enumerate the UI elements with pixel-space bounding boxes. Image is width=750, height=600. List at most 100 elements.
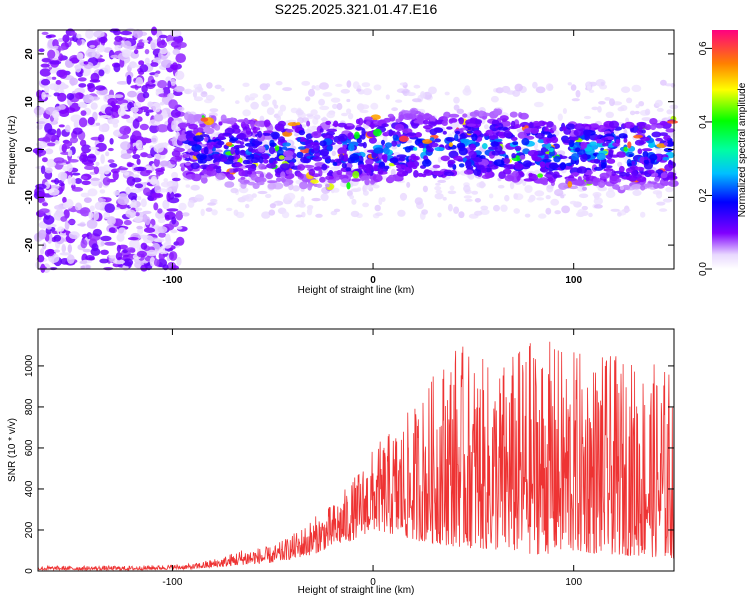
heatmap-cell — [126, 247, 136, 252]
heatmap-cell — [422, 185, 428, 193]
heatmap-cell — [171, 62, 178, 71]
heatmap-cell — [519, 112, 529, 120]
heatmap-cell — [68, 159, 79, 163]
heatmap-cell — [33, 106, 45, 116]
heatmap-cell — [153, 144, 164, 153]
heatmap-cell — [157, 208, 163, 214]
heatmap-cell — [283, 181, 290, 187]
heatmap-cell — [175, 156, 182, 161]
heatmap-cell — [406, 132, 417, 137]
heatmap-cell — [159, 246, 166, 255]
heatmap-cell — [95, 142, 107, 152]
heatmap-cell — [610, 208, 620, 212]
heatmap-cell — [79, 260, 88, 265]
heatmap-cell — [42, 202, 49, 207]
heatmap-cell — [37, 254, 45, 263]
heatmap-cell — [140, 198, 147, 208]
heatmap-cell — [157, 226, 168, 234]
heatmap-cell — [276, 177, 282, 183]
heatmap-cell — [194, 194, 205, 202]
heatmap-cell — [172, 136, 177, 147]
heatmap-cell — [463, 184, 471, 193]
heatmap-cell — [210, 198, 218, 203]
heatmap-cell — [174, 193, 182, 198]
heatmap-cell — [195, 145, 202, 150]
heatmap-cell — [82, 248, 92, 253]
heatmap-cell — [235, 100, 240, 104]
heatmap-cell — [614, 185, 619, 191]
heatmap-cell — [36, 124, 43, 130]
heatmap-cell — [533, 169, 541, 175]
heatmap-cell — [69, 77, 78, 86]
heatmap-cell — [434, 193, 444, 200]
heatmap-cell — [346, 161, 353, 169]
heatmap-cell — [296, 151, 304, 159]
heatmap-cell — [560, 194, 565, 199]
heatmap-cell — [64, 107, 76, 113]
heatmap-cell — [81, 144, 92, 154]
heatmap-cell — [443, 171, 455, 176]
heatmap-cell — [597, 180, 606, 188]
heatmap-cell — [530, 127, 539, 134]
heatmap-cell — [411, 123, 420, 127]
heatmap-cell — [67, 175, 72, 185]
heatmap-cell — [537, 173, 543, 178]
heatmap-cell — [62, 34, 70, 43]
heatmap-cell — [58, 104, 66, 110]
heatmap-cell — [266, 107, 275, 115]
heatmap-cell — [114, 35, 123, 42]
heatmap-cell — [465, 159, 472, 168]
heatmap-cell — [174, 38, 183, 43]
heatmap-cell — [166, 191, 171, 202]
heatmap-cell — [664, 83, 673, 87]
heatmap-cell — [269, 142, 277, 148]
heatmap-cell — [285, 169, 293, 175]
heatmap-cell — [244, 194, 254, 202]
heatmap-cell — [65, 124, 71, 133]
heatmap-cell — [458, 117, 465, 125]
heatmap-cell — [413, 170, 419, 178]
heatmap-cell — [627, 162, 632, 167]
heatmap-cell — [381, 139, 385, 146]
heatmap-cell — [157, 217, 166, 224]
heatmap-cell — [151, 79, 156, 83]
heatmap-cell — [177, 122, 188, 129]
heatmap-cell — [391, 140, 397, 147]
heatmap-cell — [346, 182, 351, 190]
heatmap-cell — [542, 131, 551, 135]
heatmap-cell — [51, 76, 57, 80]
heatmap-cell — [229, 168, 234, 174]
heatmap-cell — [93, 166, 100, 175]
heatmap-cell — [378, 151, 383, 160]
heatmap-cell — [303, 164, 315, 169]
heatmap-cell — [244, 142, 256, 147]
heatmap-cell — [115, 252, 123, 261]
heatmap-cell — [626, 97, 633, 104]
heatmap-cell — [47, 249, 55, 257]
heatmap-cell — [456, 142, 466, 149]
heatmap-cell — [98, 134, 105, 143]
heatmap-cell — [191, 173, 202, 182]
snr-y-tick-label: 1000 — [24, 354, 35, 377]
heatmap-cell — [454, 133, 459, 142]
heatmap-cell — [500, 204, 508, 212]
heatmap-cell — [242, 159, 251, 165]
heatmap-cell — [534, 190, 545, 197]
heatmap-cell — [262, 93, 272, 101]
heatmap-cell — [258, 156, 264, 164]
heatmap-cell — [275, 81, 283, 86]
heatmap-cell — [176, 236, 185, 246]
heatmap-cell — [573, 129, 585, 137]
heatmap-cell — [182, 212, 190, 217]
heatmap-cell — [663, 134, 671, 141]
heatmap-cell — [230, 187, 239, 194]
heatmap-cell — [600, 137, 609, 141]
heatmap-cell — [84, 165, 96, 170]
heatmap-cell — [328, 170, 334, 177]
heatmap-cell — [355, 118, 361, 125]
heatmap-cell — [449, 185, 455, 191]
heatmap-cell — [315, 213, 323, 218]
heatmap-cell — [625, 117, 630, 123]
heatmap-cell — [513, 193, 519, 200]
heatmap-cell — [647, 169, 655, 174]
